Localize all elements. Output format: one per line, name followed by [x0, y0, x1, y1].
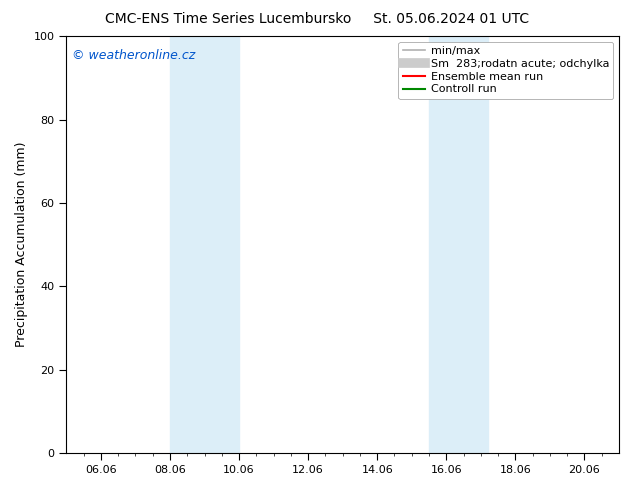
Text: CMC-ENS Time Series Lucembursko     St. 05.06.2024 01 UTC: CMC-ENS Time Series Lucembursko St. 05.0…: [105, 12, 529, 26]
Text: © weatheronline.cz: © weatheronline.cz: [72, 49, 195, 62]
Bar: [429, 36, 488, 453]
Bar: [170, 36, 239, 453]
Y-axis label: Precipitation Accumulation (mm): Precipitation Accumulation (mm): [15, 142, 28, 347]
Legend: min/max, Sm  283;rodatn acute; odchylka, Ensemble mean run, Controll run: min/max, Sm 283;rodatn acute; odchylka, …: [398, 42, 614, 99]
